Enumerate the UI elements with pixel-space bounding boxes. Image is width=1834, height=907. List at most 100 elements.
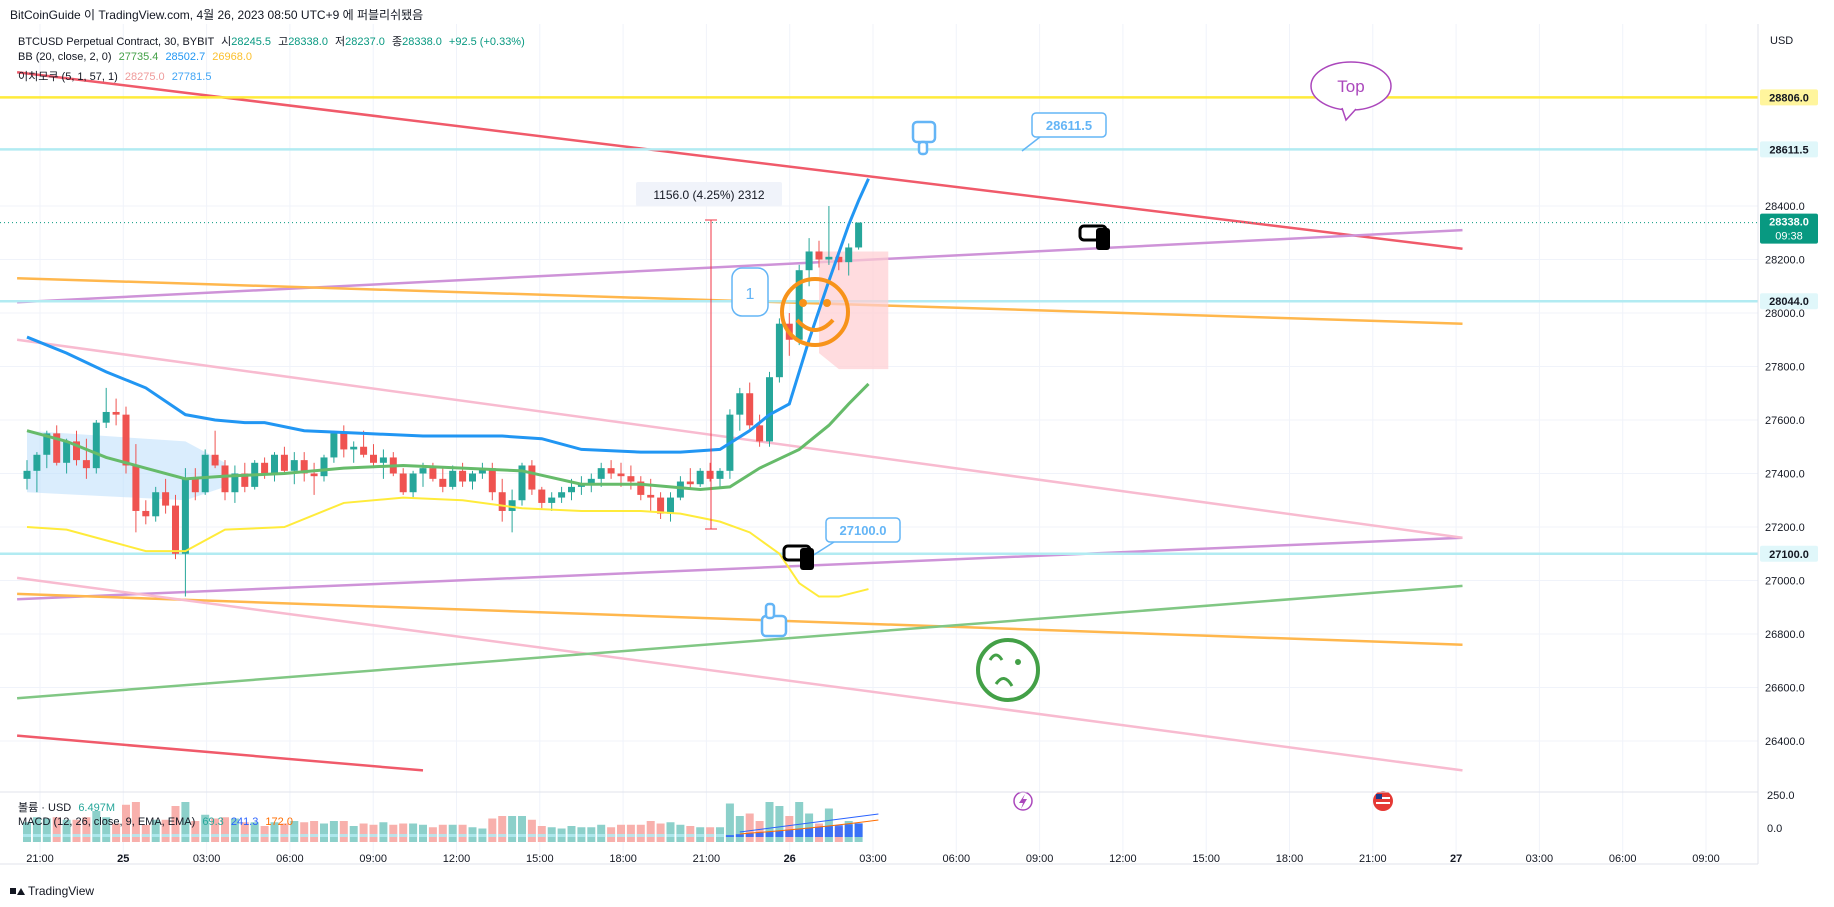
- candle-body: [211, 454, 219, 466]
- volume-bar: [725, 803, 734, 842]
- ohlc-high: 28338.0: [288, 36, 328, 48]
- candle-body: [607, 468, 615, 474]
- candle-body: [201, 454, 209, 493]
- candle-body: [330, 433, 338, 458]
- pointing-hand-icon: [1078, 224, 1110, 250]
- y-tick-label: 27400.0: [1765, 469, 1805, 481]
- top-bubble[interactable]: Top: [1310, 61, 1392, 122]
- symbol-legend[interactable]: BTCUSD Perpetual Contract, 30, BYBIT 시28…: [18, 33, 525, 49]
- candle-body: [795, 270, 803, 340]
- macd-hist-bar: [349, 834, 358, 837]
- macd-hist-bar: [844, 824, 853, 837]
- x-tick-label: 12:00: [1109, 853, 1137, 865]
- ohlc-close: 28338.0: [402, 36, 442, 48]
- x-tick-label: 09:00: [1026, 853, 1054, 865]
- macd-hist-bar: [428, 834, 437, 837]
- macd-hist-bar: [181, 834, 190, 837]
- bb-upper-value: 28502.7: [165, 51, 206, 63]
- candle-body: [142, 510, 150, 517]
- x-tick-label: 21:00: [26, 853, 54, 865]
- ohlc-open-label: 시: [221, 36, 232, 48]
- y-tick-label: 27600.0: [1765, 415, 1805, 427]
- candle-body: [23, 470, 31, 479]
- ichimoku-legend[interactable]: 이치모쿠 (5, 1, 57, 1) 28275.0 27781.5: [18, 68, 211, 84]
- volume-bar: [270, 822, 279, 842]
- macd-hist-bar: [329, 834, 338, 837]
- candle-body: [766, 377, 773, 442]
- last-price-label: 28338.0: [1769, 217, 1809, 229]
- volume-bar: [141, 824, 150, 842]
- callout-low[interactable]: 27100.0: [811, 517, 901, 557]
- candle-body: [261, 462, 269, 474]
- macd-hist-bar: [32, 834, 41, 837]
- macd-legend[interactable]: MACD (12, 26, close, 9, EMA, EMA) 69.3 2…: [18, 816, 293, 828]
- candle-body: [191, 478, 199, 493]
- candle-body: [241, 473, 249, 487]
- volume-bar: [409, 823, 418, 842]
- candle-body: [43, 433, 51, 455]
- level-tag-label: 28611.5: [1769, 144, 1808, 156]
- hand-down-icon: [911, 120, 937, 156]
- macd-hist-bar: [310, 834, 319, 837]
- ohlc-open: 28245.5: [231, 36, 271, 48]
- macd-hist-bar: [745, 833, 754, 837]
- chart-area[interactable]: 1156.0 (4.25%) 2312 28611.5 27100.0 Top: [0, 24, 1834, 886]
- callout-high[interactable]: 28611.5: [1021, 112, 1107, 152]
- macd-hist-bar: [716, 834, 724, 837]
- macd-signal-line: [739, 819, 879, 835]
- macd-hist-bar: [824, 826, 833, 837]
- macd-hist-bar: [260, 834, 269, 837]
- candle-body: [676, 481, 684, 498]
- bollinger-bands: [26, 178, 870, 598]
- candle-body: [756, 425, 764, 442]
- macd-hist-bar: [112, 834, 121, 837]
- chart-svg[interactable]: 1156.0 (4.25%) 2312 28611.5 27100.0 Top: [0, 24, 1834, 886]
- volume-bar: [82, 817, 91, 842]
- volume-bar: [518, 816, 526, 842]
- candle-body: [478, 468, 486, 474]
- candle-body: [459, 470, 467, 482]
- candle-body: [627, 476, 635, 482]
- macd-hist-bar: [131, 834, 140, 837]
- us-flag-event-icon[interactable]: [1373, 791, 1393, 811]
- macd-hist-bar: [191, 834, 200, 837]
- macd-hist-bar: [122, 834, 130, 837]
- lightning-event-icon[interactable]: [1013, 791, 1033, 811]
- macd-hist-bar: [438, 834, 447, 837]
- macd-hist-bar: [617, 834, 625, 837]
- macd-hist-bar: [577, 834, 586, 837]
- volume-bar: [191, 821, 200, 842]
- x-tick-label: 03:00: [193, 853, 221, 865]
- volume-bar: [72, 819, 81, 842]
- macd-hist-bar: [240, 834, 249, 837]
- candle-body: [518, 465, 526, 501]
- candle-body: [310, 473, 318, 477]
- x-tick-label: 25: [117, 853, 129, 865]
- y-tick-label: 26400.0: [1765, 736, 1805, 748]
- volume-bar: [131, 802, 140, 842]
- candle-body: [221, 465, 229, 493]
- volume-bar: [666, 822, 675, 842]
- volume-bar: [448, 824, 457, 842]
- volume-bar: [151, 819, 160, 842]
- volume-bar: [329, 821, 338, 842]
- measure-tool[interactable]: 1156.0 (4.25%) 2312: [636, 182, 782, 530]
- level-tag: [1760, 545, 1818, 562]
- candle-body: [657, 497, 665, 514]
- volume-bar: [379, 822, 388, 842]
- volume-bar: [458, 824, 467, 842]
- candle-body: [736, 393, 744, 415]
- macd-hist-bar: [379, 834, 388, 837]
- volume-legend[interactable]: 볼륨 · USD 6.497M: [18, 799, 115, 815]
- candle-body: [548, 497, 556, 503]
- volume-bar: [62, 819, 71, 842]
- candle-body: [231, 473, 239, 493]
- top-bubble-label: Top: [1337, 77, 1364, 96]
- macd-tick-label: 0.0: [1767, 823, 1782, 835]
- ohlc-close-label: 종: [391, 36, 403, 48]
- macd-hist-bar: [587, 834, 596, 837]
- number-badge[interactable]: 1: [731, 267, 769, 317]
- bb-legend[interactable]: BB (20, close, 2, 0) 27735.4 28502.7 269…: [18, 51, 252, 63]
- ichimoku-b-value: 27781.5: [171, 71, 212, 83]
- candle-body: [498, 492, 506, 511]
